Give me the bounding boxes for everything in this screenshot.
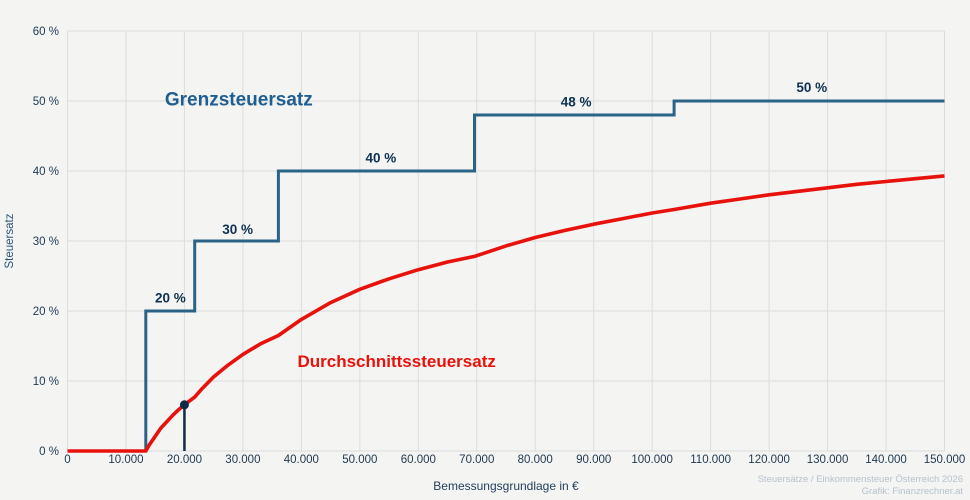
x-tick-label: 120.000 xyxy=(748,454,790,466)
x-tick-label: 110.000 xyxy=(690,454,731,466)
average-rate-curve xyxy=(67,174,945,453)
y-tick-label: 0 % xyxy=(39,446,59,458)
x-tick-label: 80.000 xyxy=(518,454,553,466)
step-rate-label: 50 % xyxy=(796,80,827,95)
marker-dot xyxy=(179,400,189,410)
x-tick-label: 60.000 xyxy=(401,454,436,466)
x-tick-label: 50.000 xyxy=(342,454,377,466)
step-rate-label: 20 % xyxy=(155,291,186,306)
y-tick-label: 60 % xyxy=(33,26,59,38)
marginal-rate-step-line xyxy=(67,99,945,453)
step-rate-label: 40 % xyxy=(365,151,396,166)
x-tick-label: 140.000 xyxy=(865,454,907,466)
attribution-line-source: Steuersätze / Einkommensteuer Österreich… xyxy=(757,474,963,485)
x-tick-label: 20.000 xyxy=(167,454,202,466)
step-rate-label: 48 % xyxy=(561,95,592,110)
x-tick-label: 130.000 xyxy=(807,454,849,466)
x-tick-label: 10.000 xyxy=(108,454,143,466)
series-label: Durchschnittssteuersatz xyxy=(297,352,495,371)
x-tick-label: 40.000 xyxy=(284,454,319,466)
x-tick-label: 30.000 xyxy=(225,454,260,466)
step-rate-label: 30 % xyxy=(222,222,253,237)
series-label: Grenzsteuersatz xyxy=(165,90,313,111)
x-tick-label: 100.000 xyxy=(631,454,673,466)
x-tick-label: 150.000 xyxy=(924,454,966,466)
x-tick-label: 0 xyxy=(64,454,70,466)
attribution-line-credit: Grafik: Finanzrechner.at xyxy=(861,485,963,497)
y-tick-label: 30 % xyxy=(33,236,59,248)
attribution: Steuersätze / Einkommensteuer Österreich… xyxy=(758,474,963,497)
y-tick-label: 20 % xyxy=(33,306,59,318)
y-tick-label: 10 % xyxy=(33,376,59,388)
x-tick-label: 90.000 xyxy=(576,454,611,466)
x-axis-title: Bemessungsgrundlage in € xyxy=(433,479,579,493)
y-axis-title: Steuersatz xyxy=(4,213,16,269)
x-tick-label: 70.000 xyxy=(459,454,494,466)
y-tick-label: 50 % xyxy=(33,96,59,108)
y-tick-label: 40 % xyxy=(33,166,59,178)
